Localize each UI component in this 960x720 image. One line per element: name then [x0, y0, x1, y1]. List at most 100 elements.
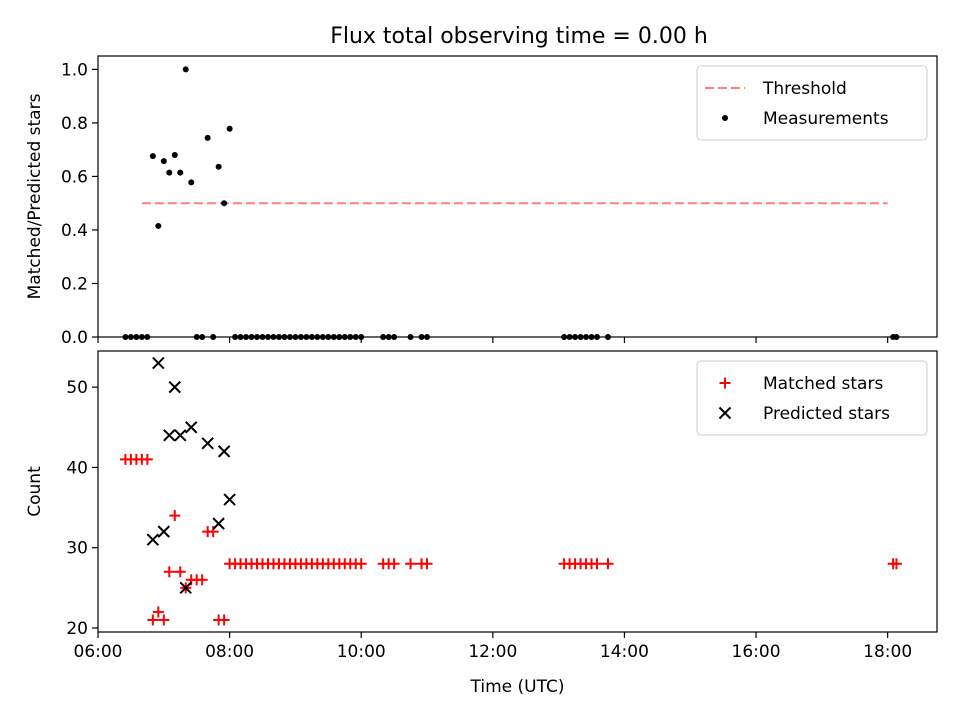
- x-tick-label: 14:00: [600, 642, 649, 662]
- data-point: [212, 517, 225, 530]
- data-point: [155, 222, 162, 229]
- data-point: [286, 334, 293, 340]
- data-point: [226, 125, 233, 132]
- legend-swatch: [718, 406, 732, 420]
- data-point: [157, 525, 171, 538]
- data-point: [185, 421, 198, 434]
- data-point: [127, 334, 134, 340]
- series-predicted-stars: [146, 356, 236, 595]
- axes-frame: [97, 350, 938, 633]
- axes-frame: [97, 55, 938, 338]
- data-point: [259, 334, 266, 340]
- data-point: [158, 614, 170, 626]
- x-tick-label: 12:00: [468, 642, 517, 662]
- data-point: [588, 334, 595, 340]
- data-point: [325, 334, 332, 340]
- data-point: [405, 558, 417, 570]
- data-point: [319, 334, 326, 340]
- data-point: [163, 566, 175, 578]
- data-point: [188, 179, 195, 186]
- data-point: [141, 453, 153, 465]
- data-point: [174, 566, 186, 578]
- data-point: [122, 334, 129, 340]
- data-point: [254, 334, 261, 340]
- data-point: [201, 437, 214, 450]
- count-panel: 06:00 08:00 10:00 12:00 14:00 16:00 18:00 20 30 4…: [25, 350, 938, 697]
- data-point: [890, 558, 902, 570]
- data-point: [355, 558, 367, 570]
- data-point: [577, 334, 584, 340]
- data-point: [424, 334, 431, 340]
- data-point: [418, 334, 425, 340]
- data-point: [168, 380, 181, 394]
- y-axis-label: Count: [25, 466, 45, 517]
- legend-label: Measurements: [763, 109, 889, 129]
- data-point: [133, 334, 140, 340]
- data-point: [330, 334, 337, 340]
- data-point: [388, 558, 400, 570]
- data-point: [604, 334, 611, 340]
- y-tick-label: 50: [66, 378, 88, 398]
- data-point: [138, 334, 145, 340]
- legend: Threshold Measurements: [696, 65, 928, 141]
- legend: Matched stars Predicted stars: [696, 360, 928, 436]
- data-point: [380, 334, 387, 340]
- data-point: [292, 334, 299, 340]
- data-point: [149, 153, 156, 160]
- chart-title: Flux total observing time = 0.00 h: [330, 24, 708, 49]
- x-tick-label: 08:00: [205, 642, 254, 662]
- legend-label: Matched stars: [763, 374, 883, 394]
- data-point: [270, 334, 277, 340]
- data-point: [594, 334, 601, 340]
- x-tick-label: 16:00: [732, 642, 781, 662]
- series-matched-stars: [119, 453, 902, 626]
- y-tick-label: 0.0: [61, 328, 88, 348]
- data-point: [146, 533, 160, 546]
- data-point: [152, 606, 164, 618]
- legend-label: Threshold: [762, 79, 847, 99]
- data-point: [385, 334, 392, 340]
- data-point: [893, 334, 900, 340]
- data-point: [204, 134, 211, 141]
- x-tick-label: 18:00: [863, 642, 912, 662]
- series-measurements: [122, 66, 900, 340]
- legend-swatch: [719, 377, 731, 389]
- data-point: [193, 334, 200, 340]
- data-point: [221, 200, 228, 207]
- data-point: [152, 356, 165, 370]
- data-point: [358, 334, 365, 340]
- data-point: [166, 169, 173, 176]
- data-point: [264, 334, 271, 340]
- y-tick-label: 0.8: [61, 114, 88, 134]
- y-tick-label: 40: [66, 458, 88, 478]
- data-point: [210, 334, 217, 340]
- data-point: [174, 429, 187, 442]
- data-point: [199, 334, 206, 340]
- data-point: [179, 581, 192, 595]
- data-point: [147, 614, 159, 626]
- data-point: [297, 334, 304, 340]
- data-point: [144, 334, 151, 340]
- data-point: [303, 334, 310, 340]
- data-point: [347, 334, 354, 340]
- x-tick-label: 10:00: [337, 642, 386, 662]
- x-axis-label: Time (UTC): [470, 677, 565, 697]
- legend-box: [696, 65, 928, 141]
- data-point: [566, 334, 573, 340]
- y-tick-label: 0.2: [61, 274, 88, 294]
- x-tick-label: 06:00: [74, 642, 123, 662]
- y-tick-label: 0.6: [61, 167, 88, 187]
- data-point: [561, 334, 568, 340]
- legend-swatch: [722, 115, 728, 121]
- data-point: [177, 169, 184, 176]
- data-point: [314, 334, 321, 340]
- data-point: [275, 334, 282, 340]
- data-point: [160, 158, 167, 165]
- data-point: [341, 334, 348, 340]
- y-tick-label: 0.4: [61, 221, 88, 241]
- data-point: [163, 429, 176, 442]
- data-point: [583, 334, 590, 340]
- y-tick-label: 1.0: [61, 60, 88, 80]
- data-point: [248, 334, 255, 340]
- y-tick-label: 30: [66, 539, 88, 559]
